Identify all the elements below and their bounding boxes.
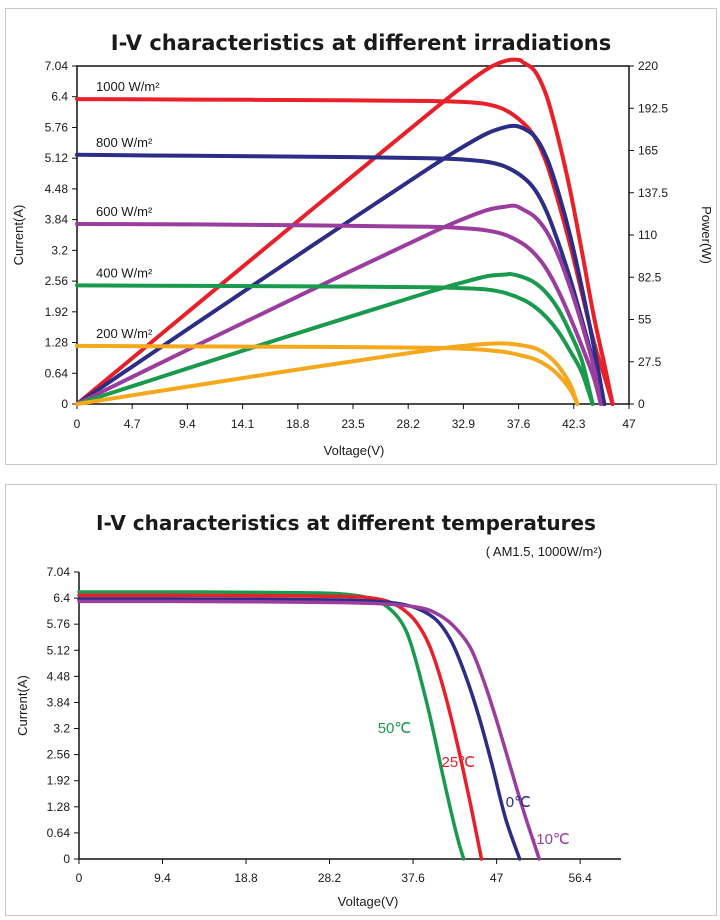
y-tick-label: 1.92: [45, 305, 69, 319]
series-label: 200 W/m²: [96, 326, 153, 341]
y-tick-label: 0.64: [47, 826, 71, 840]
x-tick-label: 4.7: [124, 417, 141, 431]
x-tick-label: 32.9: [452, 417, 476, 431]
series-label: 800 W/m²: [96, 135, 153, 150]
y2-tick-label: 55: [638, 313, 652, 327]
x-tick-label: 28.2: [397, 417, 421, 431]
y-tick-label: 6.4: [53, 591, 70, 605]
x-tick-label: 42.3: [562, 417, 586, 431]
x-tick-label: 9.4: [179, 417, 196, 431]
x-axis-label: Voltage(V): [324, 443, 385, 458]
y-tick-label: 7.04: [45, 59, 69, 73]
y-tick-label: 1.28: [45, 336, 69, 350]
iv-curve: [77, 597, 522, 861]
temperature-label: 50℃: [378, 720, 412, 737]
y2-tick-label: 192.5: [638, 101, 668, 115]
x-tick-label: 9.4: [154, 871, 171, 885]
chart-title: I-V characteristics at different tempera…: [96, 511, 596, 535]
power-curve: [75, 57, 615, 406]
y-tick-label: 6.4: [51, 90, 68, 104]
x-tick-label: 14.1: [231, 417, 255, 431]
temperature-label: 25℃: [442, 754, 476, 771]
temperature-label: -10℃: [531, 831, 570, 848]
y2-tick-label: 220: [638, 59, 658, 73]
y-tick-label: 2.56: [45, 274, 69, 288]
iv-curve: [77, 599, 542, 861]
power-curve: [75, 341, 580, 406]
x-tick-label: 47: [622, 417, 636, 431]
y2-tick-label: 110: [638, 228, 657, 242]
x-tick-label: 37.6: [401, 871, 425, 885]
x-tick-label: 0: [76, 871, 83, 885]
power-curve: [75, 203, 603, 406]
y-tick-label: 3.84: [47, 695, 71, 709]
y-axis-label: Current(A): [11, 205, 26, 266]
y-tick-label: 2.56: [47, 748, 71, 762]
chart-title: I-V characteristics at different irradia…: [111, 31, 611, 55]
temperature-chart-panel: I-V characteristics at different tempera…: [5, 484, 717, 916]
y-tick-label: 1.92: [47, 774, 71, 788]
x-tick-label: 18.8: [234, 871, 258, 885]
x-tick-label: 28.2: [318, 871, 342, 885]
y-tick-label: 5.76: [45, 120, 69, 134]
x-tick-label: 0: [74, 417, 81, 431]
y2-tick-label: 165: [638, 144, 658, 158]
y2-tick-label: 27.5: [638, 355, 662, 369]
temperature-chart: I-V characteristics at different tempera…: [15, 511, 621, 909]
y2-tick-label: 137.5: [638, 186, 668, 200]
iv-curve: [75, 343, 580, 406]
series-label: 1000 W/m²: [96, 79, 160, 94]
y-tick-label: 0: [63, 852, 70, 866]
series-label: 600 W/m²: [96, 204, 153, 219]
iv-curve: [75, 283, 595, 406]
iv-curve: [77, 593, 484, 861]
y2-axis-label: Power(W): [699, 206, 714, 264]
y-tick-label: 4.48: [45, 182, 69, 196]
y-axis-label: Current(A): [15, 675, 30, 736]
x-axis-label: Voltage(V): [338, 894, 399, 909]
y-tick-label: 3.84: [45, 213, 69, 227]
x-tick-label: 56.4: [568, 871, 592, 885]
y-tick-label: 0.64: [45, 366, 69, 380]
x-tick-label: 37.6: [507, 417, 531, 431]
iv-curve: [75, 222, 603, 406]
y-tick-label: 5.12: [47, 643, 71, 657]
irradiation-chart-panel: I-V characteristics at different irradia…: [5, 8, 717, 465]
y-tick-label: 0: [61, 397, 68, 411]
y2-tick-label: 0: [638, 397, 645, 411]
y-tick-label: 5.76: [47, 617, 71, 631]
y-tick-label: 5.12: [45, 151, 69, 165]
chart-subtitle: ( AM1.5, 1000W/m²): [486, 544, 602, 559]
temperature-label: 0℃: [506, 794, 531, 811]
x-tick-label: 18.8: [286, 417, 310, 431]
irradiation-chart: I-V characteristics at different irradia…: [11, 31, 714, 458]
y-tick-label: 3.2: [53, 722, 70, 736]
y2-tick-label: 82.5: [638, 270, 662, 284]
power-curve: [75, 123, 607, 406]
x-tick-label: 23.5: [341, 417, 365, 431]
y-tick-label: 3.2: [51, 243, 68, 257]
series-label: 400 W/m²: [96, 265, 153, 280]
y-tick-label: 1.28: [47, 800, 71, 814]
iv-curve: [77, 590, 466, 861]
x-tick-label: 47: [490, 871, 504, 885]
y-tick-label: 7.04: [47, 565, 71, 579]
series-group: [77, 590, 542, 861]
y-tick-label: 4.48: [47, 669, 71, 683]
series-group: [75, 57, 615, 406]
power-curve: [75, 271, 595, 406]
